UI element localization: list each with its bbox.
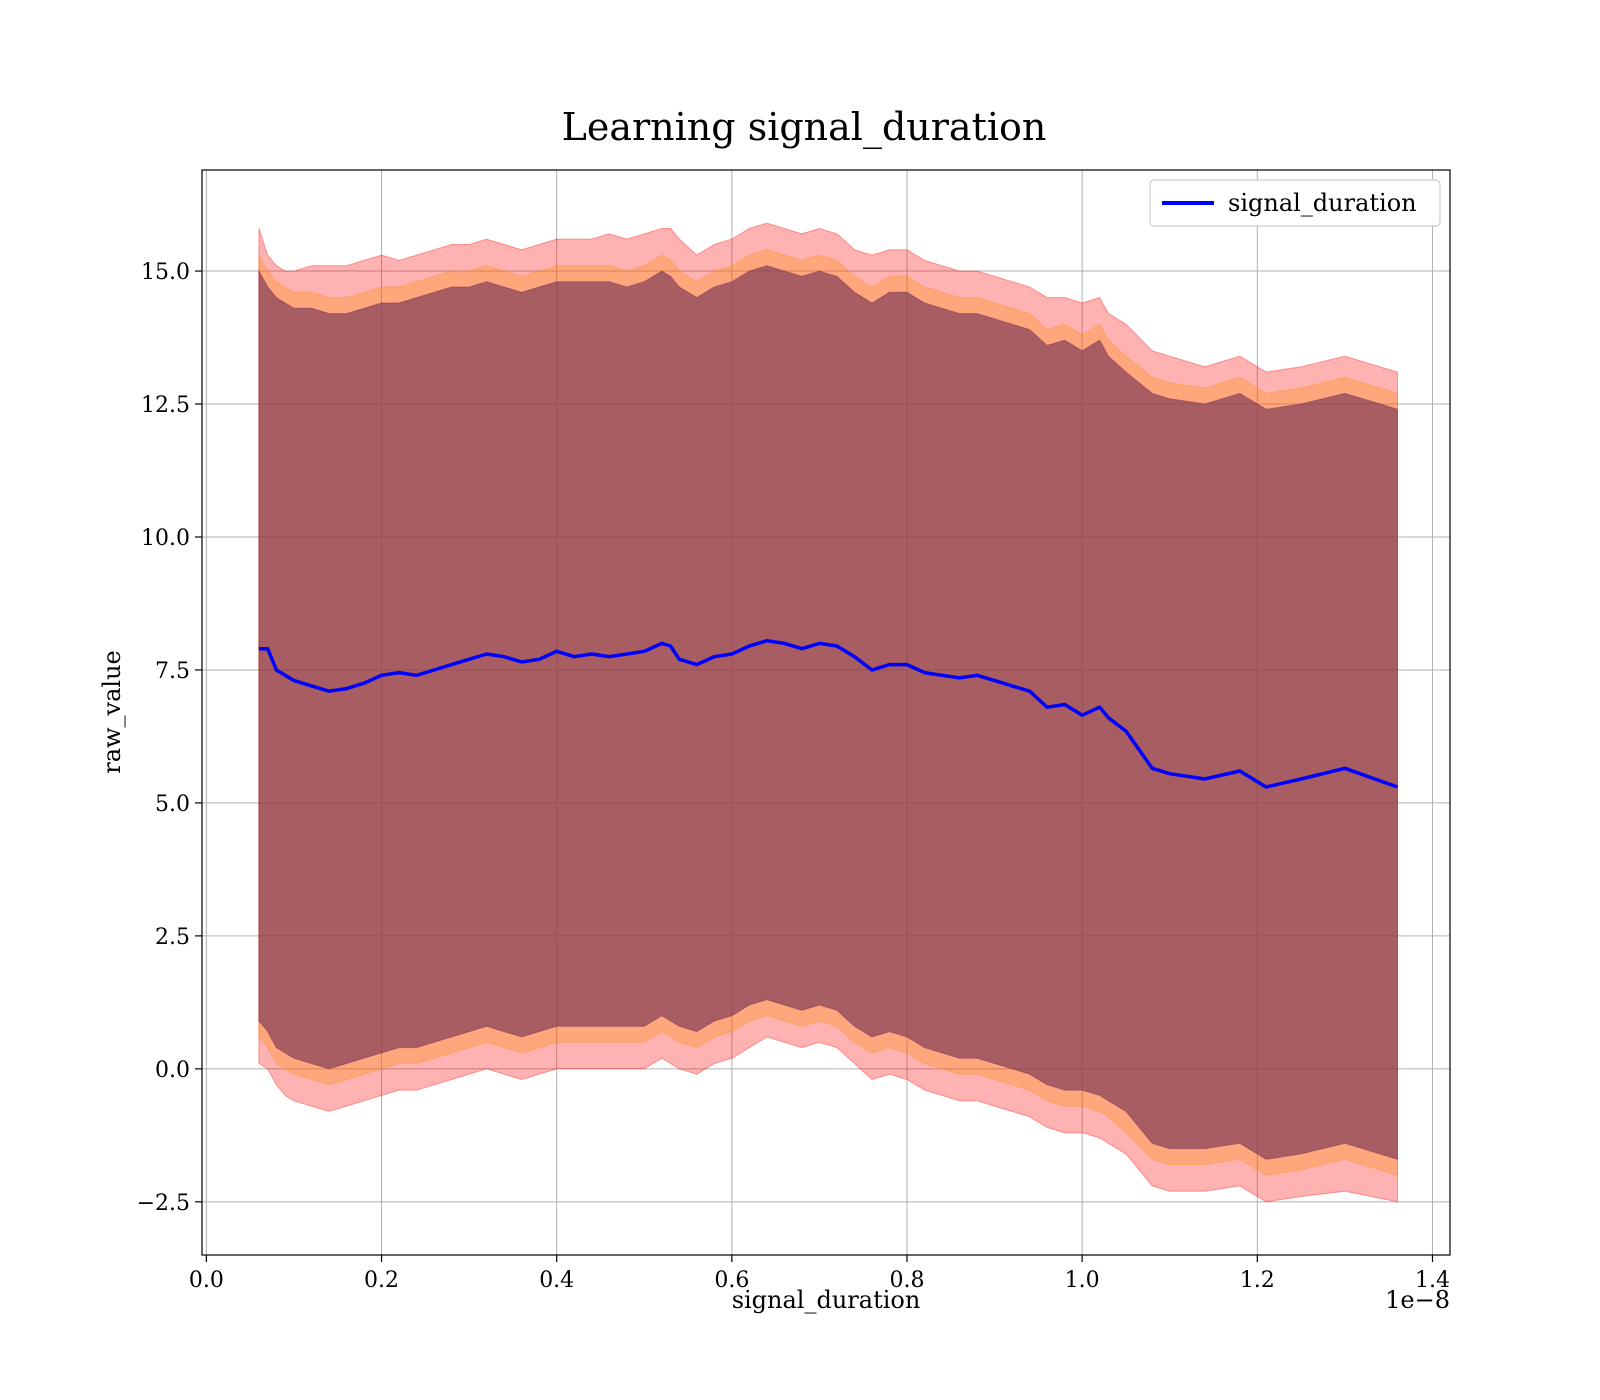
y-tick-label: 12.5	[141, 393, 190, 418]
band-layer	[258, 222, 1398, 1203]
y-tick-label: −2.5	[137, 1191, 190, 1216]
plot-area	[201, 169, 1451, 1256]
x-axis-offset-label: 1e−8	[1385, 1286, 1450, 1314]
plot-frame	[201, 169, 1451, 1256]
x-tick-label: 0.6	[714, 1268, 749, 1293]
series-line-signal-duration	[258, 638, 1399, 789]
y-tick-label: 0.0	[155, 1058, 190, 1083]
x-tick-label: 0.8	[890, 1268, 925, 1293]
x-axis: 0.0 0.2 0.4 0.6 0.8 1.0 1.2 1.4	[189, 1255, 1450, 1293]
legend: signal_duration	[1149, 179, 1441, 227]
x-axis-label: signal_duration	[732, 1286, 921, 1314]
legend-label: signal_duration	[1228, 189, 1417, 217]
x-tick-label: 0.4	[539, 1268, 574, 1293]
line-layer	[258, 638, 1399, 789]
band-core	[258, 265, 1398, 1160]
legend-box	[1149, 179, 1441, 227]
y-tick-label: 7.5	[155, 659, 190, 684]
x-tick-label: 1.2	[1240, 1268, 1275, 1293]
chart-title: Learning signal_duration	[562, 105, 1047, 150]
y-axis: −2.5 0.0 2.5 5.0 7.5 10.0 12.5 15.0	[137, 260, 202, 1216]
y-tick-label: 5.0	[155, 792, 190, 817]
x-tick-label: 0.0	[189, 1268, 224, 1293]
x-tick-label: 1.0	[1065, 1268, 1100, 1293]
y-tick-label: 15.0	[141, 260, 190, 285]
x-tick-label: 0.2	[364, 1268, 399, 1293]
y-axis-label: raw_value	[98, 650, 126, 774]
y-tick-label: 10.0	[141, 526, 190, 551]
y-tick-label: 2.5	[155, 925, 190, 950]
x-tick-label: 1.4	[1415, 1268, 1450, 1293]
